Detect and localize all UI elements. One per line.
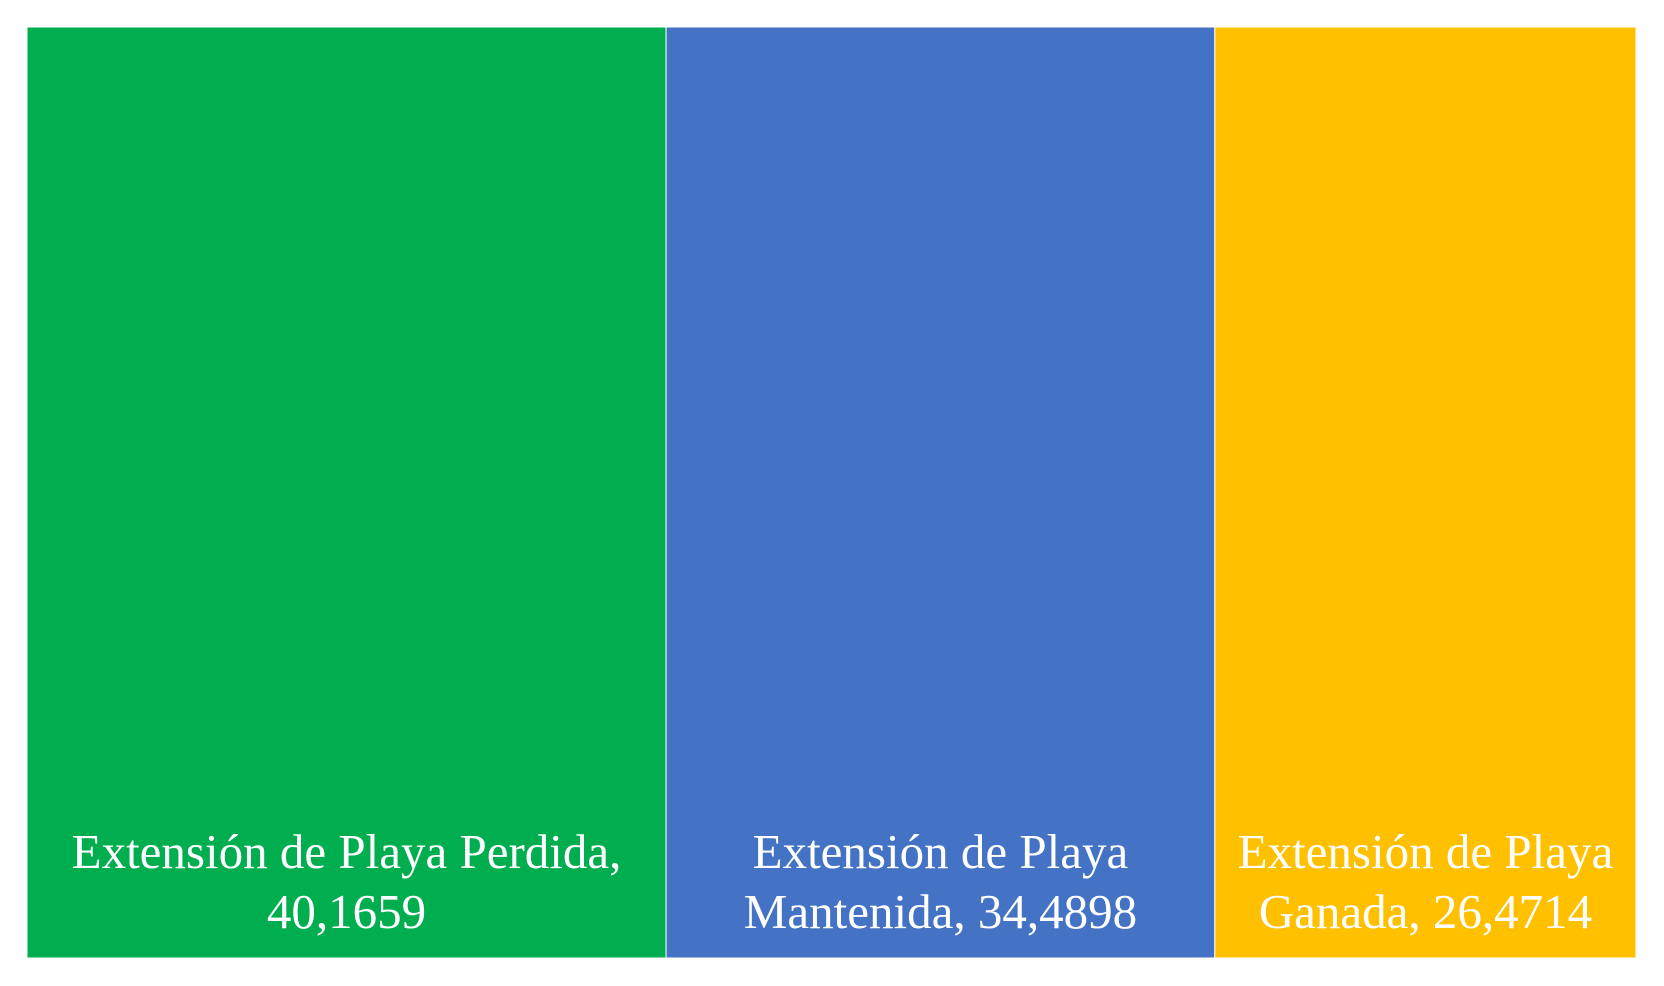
label-line: Extensión de Playa	[1238, 824, 1614, 879]
label-line: Ganada, 26,4714	[1259, 884, 1592, 939]
tile	[665, 26, 1216, 959]
label-line: Extensión de Playa Perdida,	[72, 824, 622, 879]
tile	[1214, 26, 1637, 959]
label-line: 40,1659	[267, 884, 426, 939]
data-label: Extensión de Playa Perdida, 40,1659	[72, 824, 622, 939]
label-line: Extensión de Playa	[753, 824, 1129, 879]
label-line: Mantenida, 34,4898	[744, 884, 1137, 939]
data-label: Extensión de Playa Mantenida, 34,4898	[744, 824, 1137, 939]
tile	[26, 26, 667, 959]
data-label: Extensión de Playa Ganada, 26,4714	[1238, 824, 1614, 939]
